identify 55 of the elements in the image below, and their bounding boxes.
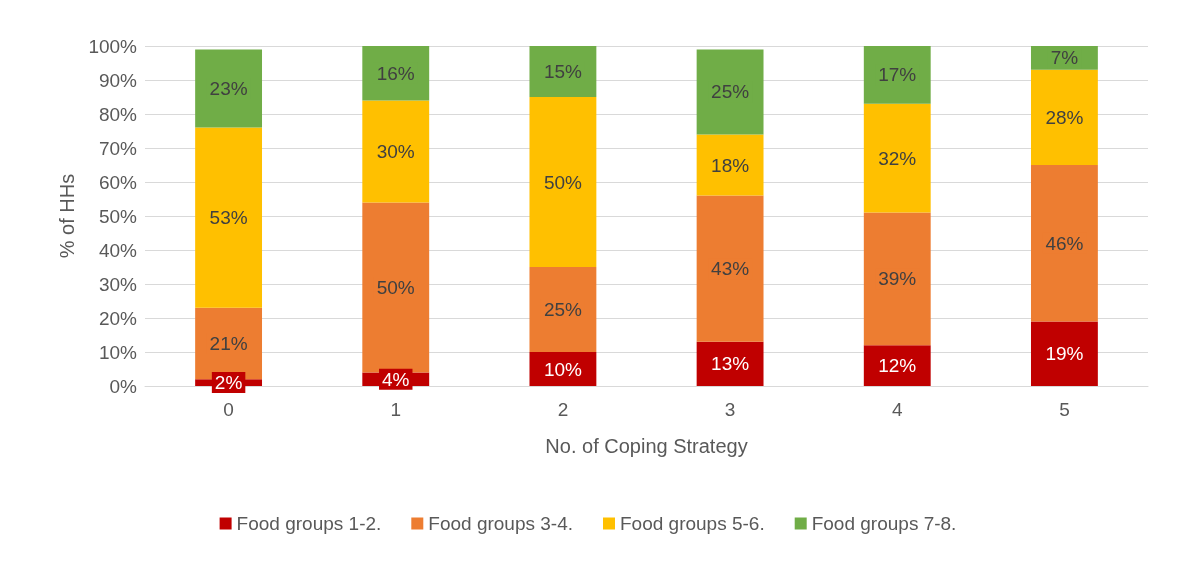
y-tick-label: 100% xyxy=(88,35,138,57)
data-label: 39% xyxy=(878,268,917,290)
y-tick-label: 40% xyxy=(98,239,138,261)
bar xyxy=(1030,165,1098,322)
data-label: 7% xyxy=(1050,47,1079,69)
y-tick-label: 70% xyxy=(98,137,138,159)
legend-label: Food groups 3-4. xyxy=(428,513,573,534)
data-label: 43% xyxy=(711,258,750,280)
data-label: 10% xyxy=(543,358,583,380)
data-label: 13% xyxy=(711,353,750,375)
y-tick-label: 60% xyxy=(98,171,138,193)
y-tick-label: 90% xyxy=(98,69,138,91)
y-tick-label: 20% xyxy=(98,307,138,329)
data-label: 53% xyxy=(209,207,248,229)
x-tick-label: 4 xyxy=(891,399,903,420)
y-tick-label: 80% xyxy=(98,103,138,125)
y-tick-label: 30% xyxy=(98,273,138,295)
data-label: 28% xyxy=(1045,106,1084,128)
bar xyxy=(362,202,430,373)
data-label: 23% xyxy=(209,78,248,99)
data-label: 50% xyxy=(376,276,415,298)
y-tick-label: 0% xyxy=(109,375,138,397)
data-label: 25% xyxy=(543,299,583,320)
data-label: 19% xyxy=(1045,343,1084,365)
x-tick-label: 1 xyxy=(390,399,402,420)
data-label: 18% xyxy=(711,154,750,176)
data-label: 21% xyxy=(209,333,248,354)
y-tick-label: 50% xyxy=(98,205,138,227)
data-label: 46% xyxy=(1045,232,1084,254)
data-label: 50% xyxy=(543,171,583,193)
data-label: 15% xyxy=(543,61,583,82)
data-label: 25% xyxy=(711,81,750,103)
x-tick-label: 5 xyxy=(1059,399,1070,420)
legend-label: Food groups 1-2. xyxy=(236,513,382,534)
bar xyxy=(529,97,597,267)
data-label: 12% xyxy=(878,355,917,377)
data-label: 16% xyxy=(376,62,415,84)
bar xyxy=(362,100,430,203)
data-label: 2% xyxy=(214,372,243,394)
x-axis-title: No. of Coping Strategy xyxy=(545,435,748,457)
bar xyxy=(863,103,931,213)
legend-label: Food groups 7-8. xyxy=(811,513,957,534)
data-label: 4% xyxy=(382,368,410,390)
legend-label: Food groups 5-6. xyxy=(620,513,765,534)
x-tick-label: 3 xyxy=(724,399,736,420)
data-label: 32% xyxy=(878,147,917,169)
x-tick-label: 0 xyxy=(223,399,234,420)
y-axis-title: % of HHs xyxy=(56,173,78,259)
bar xyxy=(863,212,931,346)
data-label: 17% xyxy=(878,64,917,86)
y-tick-label: 10% xyxy=(98,341,138,363)
x-tick-label: 2 xyxy=(557,399,569,420)
bar xyxy=(696,195,764,342)
data-label: 30% xyxy=(376,140,415,162)
bar xyxy=(195,127,263,308)
